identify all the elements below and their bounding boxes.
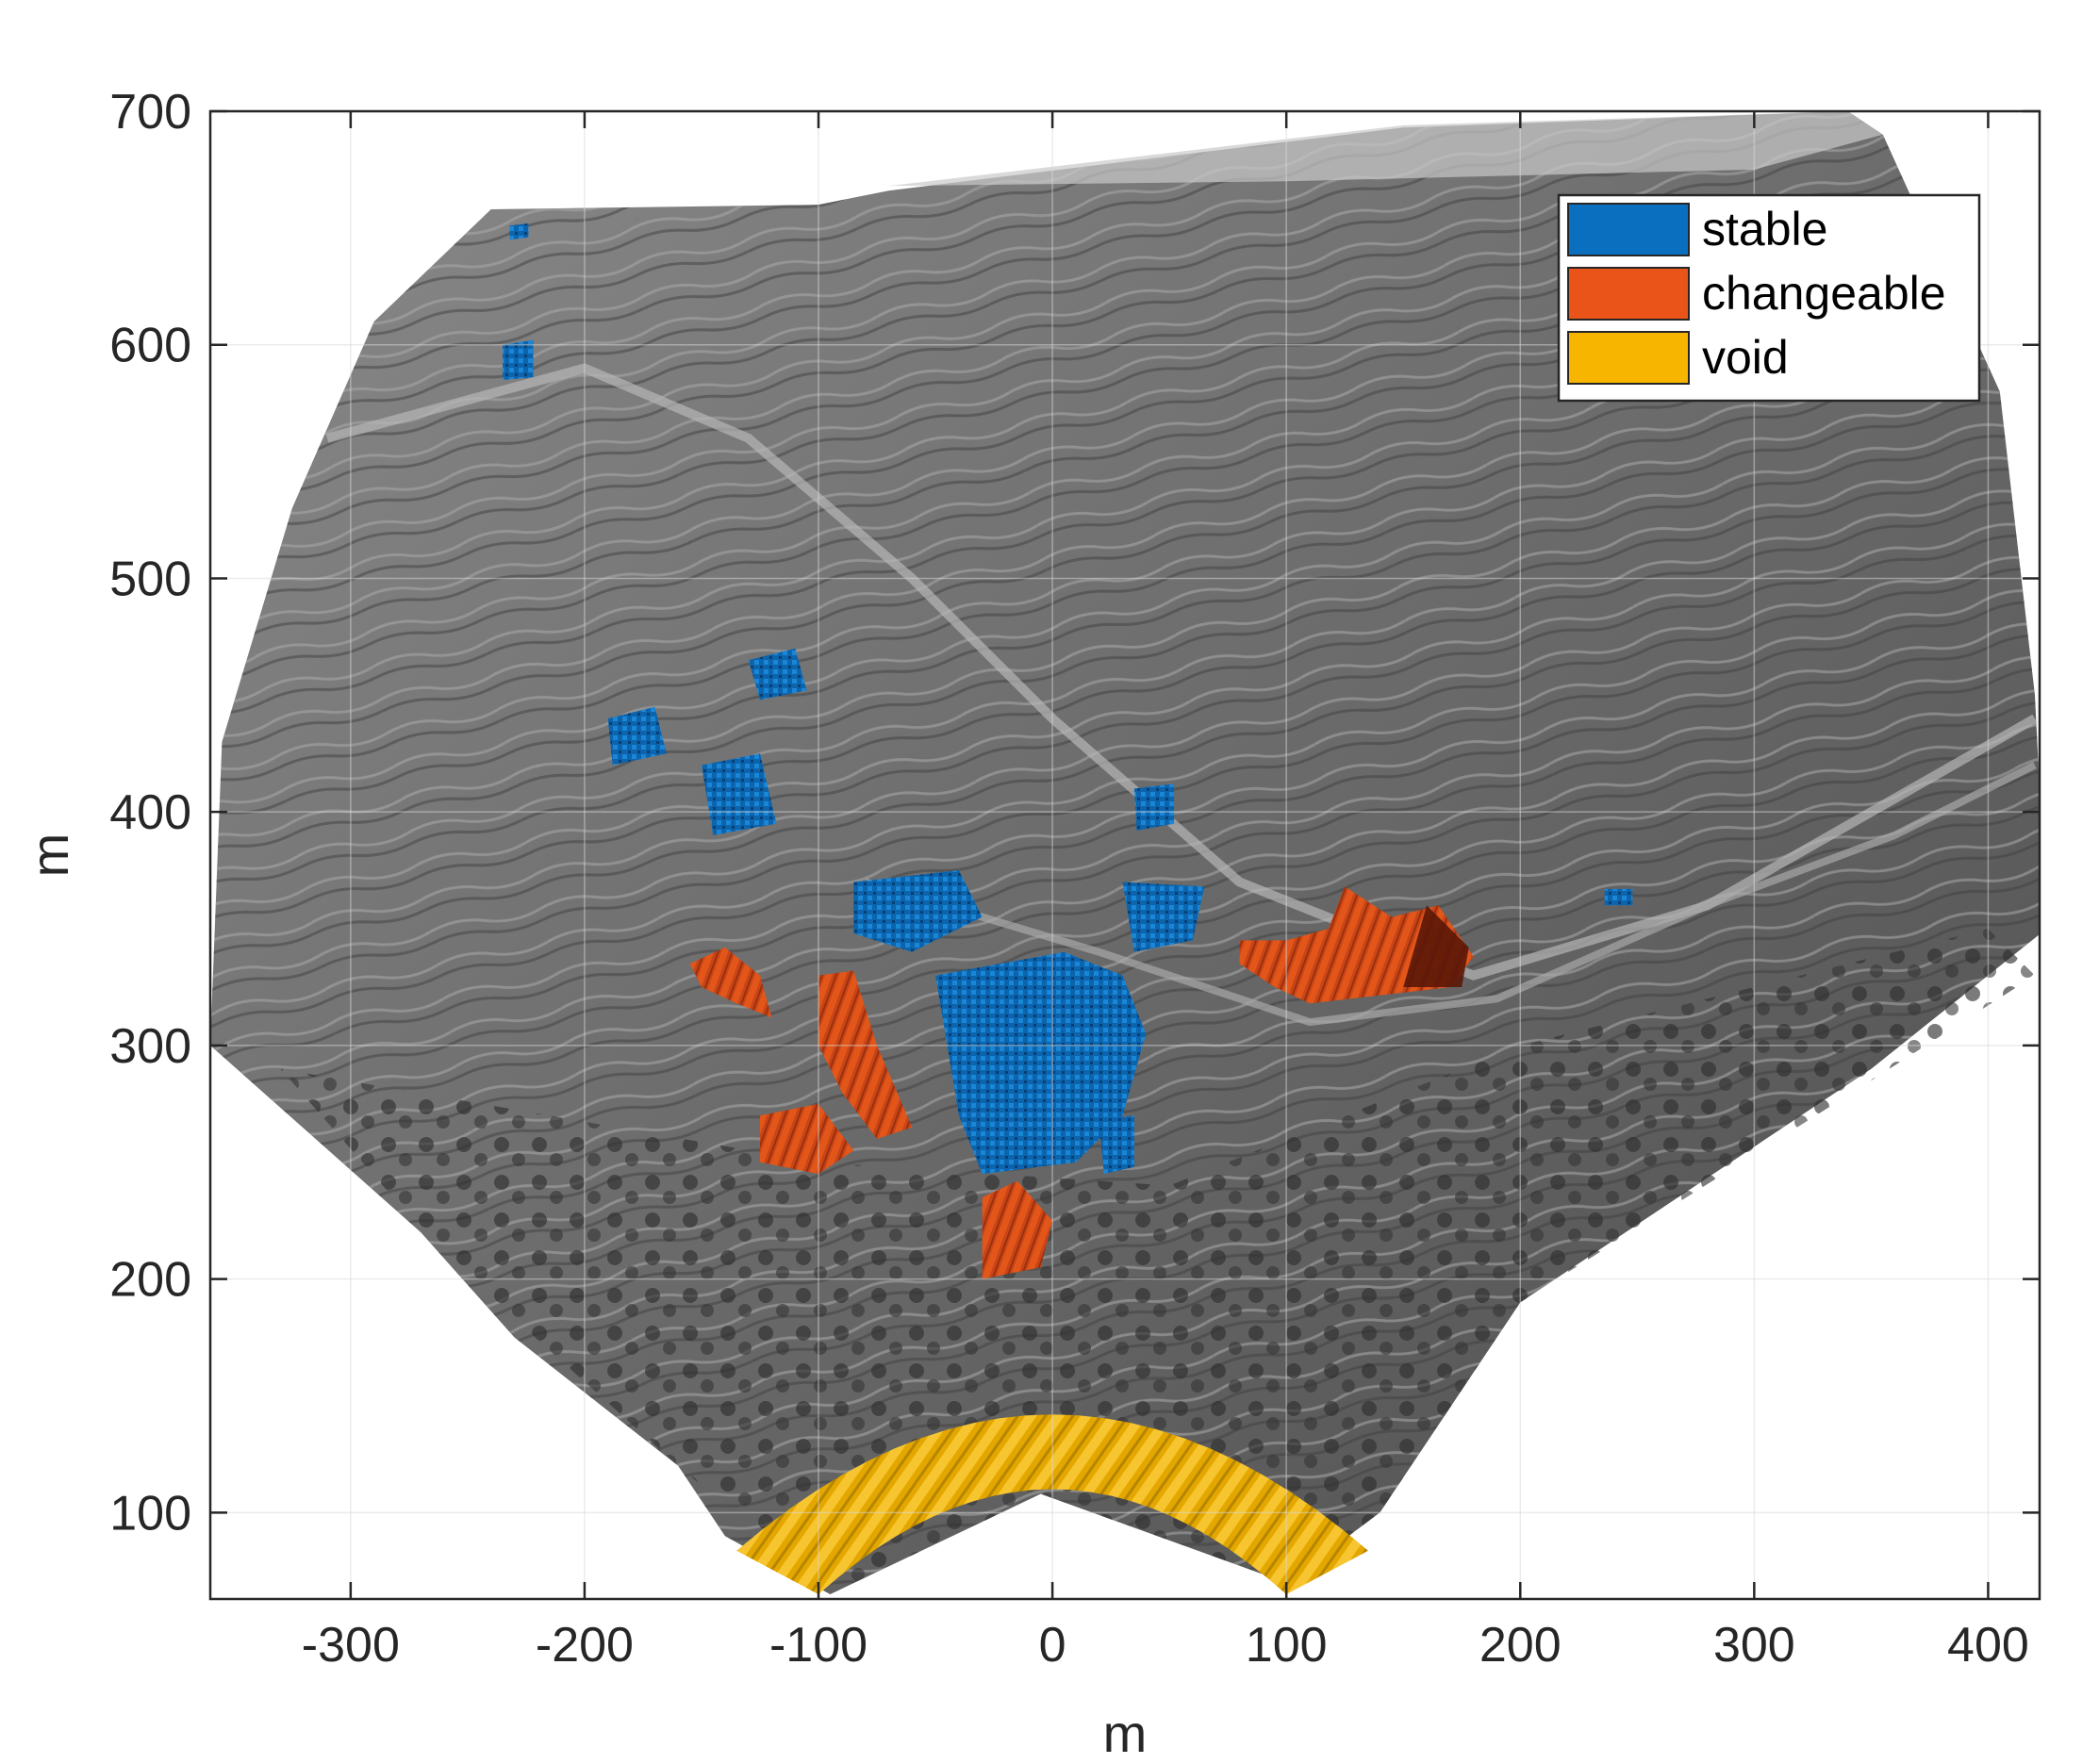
changeable-area-shadow (1403, 905, 1469, 987)
stable-area (1122, 882, 1205, 952)
terrain-forest (280, 929, 2035, 1594)
axes-box (208, 109, 2041, 1601)
stable-area (1604, 888, 1633, 906)
y-tick-label: 400 (109, 785, 191, 840)
y-tick-label: 100 (109, 1486, 191, 1541)
stable-area (1133, 783, 1175, 831)
changeable-area (760, 1103, 854, 1175)
terrain-ridge (888, 111, 1883, 187)
changeable-area (689, 947, 772, 1018)
x-tick-label: -300 (302, 1618, 400, 1673)
y-tick-label: 600 (109, 319, 191, 373)
stable-area (503, 339, 534, 380)
stable-area (607, 706, 667, 766)
y-tick-label: 200 (109, 1253, 191, 1308)
void-area (736, 1414, 1368, 1594)
legend-label: stable (1702, 203, 1827, 256)
x-tick-label: -100 (769, 1618, 868, 1673)
x-tick-label: -200 (536, 1618, 634, 1673)
stable-area (1099, 1115, 1134, 1175)
terrain-road (864, 762, 2037, 1027)
legend-swatch (1567, 267, 1690, 321)
y-tick-label: 700 (109, 85, 191, 140)
legend-label: void (1702, 331, 1789, 384)
stable-area (748, 648, 807, 701)
changeable-area (818, 970, 913, 1139)
stable-area (935, 951, 1147, 1175)
legend-swatch (1567, 203, 1690, 256)
stable-area (853, 870, 983, 952)
y-axis-label: m (20, 833, 79, 878)
y-tick-label: 300 (109, 1019, 191, 1074)
stable-area (702, 753, 777, 835)
y-tick-label: 500 (109, 552, 191, 606)
x-tick-label: 200 (1479, 1618, 1562, 1673)
legend-label: changeable (1702, 267, 1946, 320)
changeable-area (982, 1180, 1053, 1279)
stable-area (509, 223, 529, 240)
x-axis-label: m (1103, 1704, 1148, 1763)
legend-swatch (1567, 331, 1690, 385)
x-tick-label: 400 (1947, 1618, 2029, 1673)
x-tick-label: 300 (1713, 1618, 1795, 1673)
x-tick-label: 0 (1039, 1618, 1066, 1673)
x-tick-label: 100 (1246, 1618, 1328, 1673)
